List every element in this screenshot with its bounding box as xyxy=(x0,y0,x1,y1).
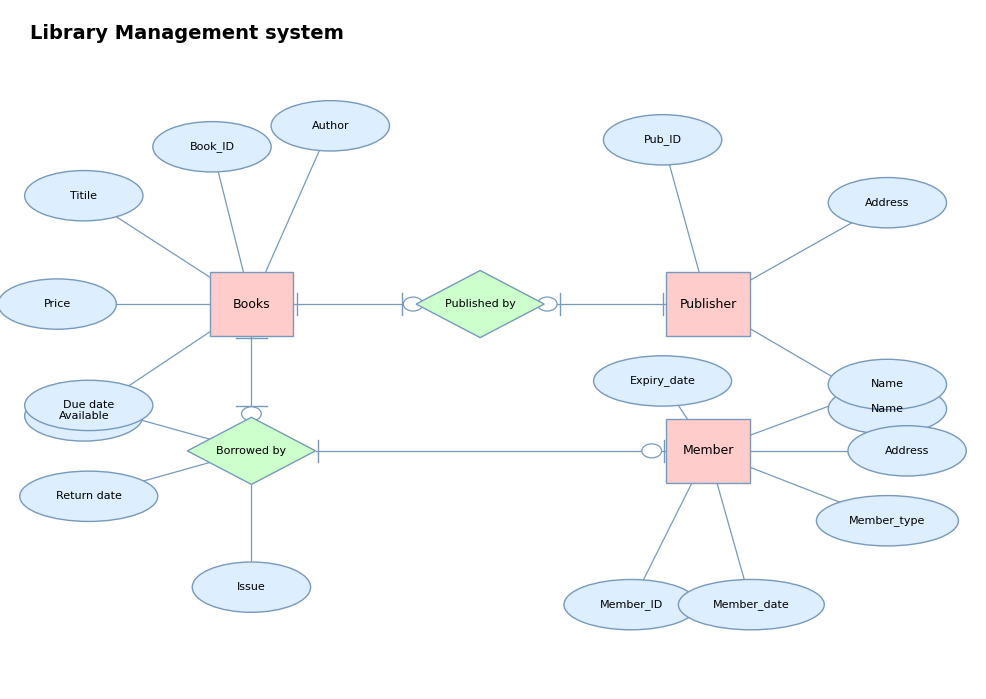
Ellipse shape xyxy=(848,426,966,476)
Text: Published by: Published by xyxy=(445,299,516,309)
Text: Issue: Issue xyxy=(237,582,266,592)
Text: Member_type: Member_type xyxy=(849,515,926,526)
Text: Due date: Due date xyxy=(63,401,114,410)
Text: Price: Price xyxy=(43,299,71,309)
FancyBboxPatch shape xyxy=(667,419,749,483)
Text: Borrowed by: Borrowed by xyxy=(216,446,287,456)
Ellipse shape xyxy=(828,384,947,434)
Ellipse shape xyxy=(828,178,947,228)
Text: Book_ID: Book_ID xyxy=(189,141,235,152)
Text: Expiry_date: Expiry_date xyxy=(630,375,695,387)
Ellipse shape xyxy=(192,562,311,612)
Circle shape xyxy=(242,407,261,421)
Ellipse shape xyxy=(25,391,143,441)
Circle shape xyxy=(537,297,557,311)
Ellipse shape xyxy=(678,579,824,630)
Text: Address: Address xyxy=(884,446,930,456)
Ellipse shape xyxy=(25,380,153,431)
Text: Books: Books xyxy=(233,298,270,310)
Text: Titile: Titile xyxy=(70,191,98,201)
Polygon shape xyxy=(416,271,544,338)
Text: Member_date: Member_date xyxy=(713,599,790,610)
FancyBboxPatch shape xyxy=(209,272,294,336)
Polygon shape xyxy=(187,417,316,484)
Ellipse shape xyxy=(0,279,116,329)
Text: Name: Name xyxy=(871,404,904,414)
Ellipse shape xyxy=(25,171,143,221)
Text: Member_ID: Member_ID xyxy=(599,599,663,610)
Text: Return date: Return date xyxy=(56,491,121,501)
Ellipse shape xyxy=(816,496,958,546)
Text: Pub_ID: Pub_ID xyxy=(644,134,681,145)
Text: Author: Author xyxy=(312,121,349,131)
Ellipse shape xyxy=(271,101,389,151)
Ellipse shape xyxy=(594,356,732,406)
FancyBboxPatch shape xyxy=(667,272,749,336)
Circle shape xyxy=(642,444,662,458)
Ellipse shape xyxy=(153,122,271,172)
Text: Publisher: Publisher xyxy=(679,298,737,310)
Ellipse shape xyxy=(603,115,722,165)
Ellipse shape xyxy=(564,579,698,630)
Text: Available: Available xyxy=(58,411,109,421)
Ellipse shape xyxy=(828,359,947,410)
Circle shape xyxy=(403,297,423,311)
Text: Address: Address xyxy=(865,198,910,208)
Text: Name: Name xyxy=(871,380,904,389)
Text: Library Management system: Library Management system xyxy=(30,24,343,43)
Text: Member: Member xyxy=(682,445,734,457)
Ellipse shape xyxy=(20,471,158,521)
